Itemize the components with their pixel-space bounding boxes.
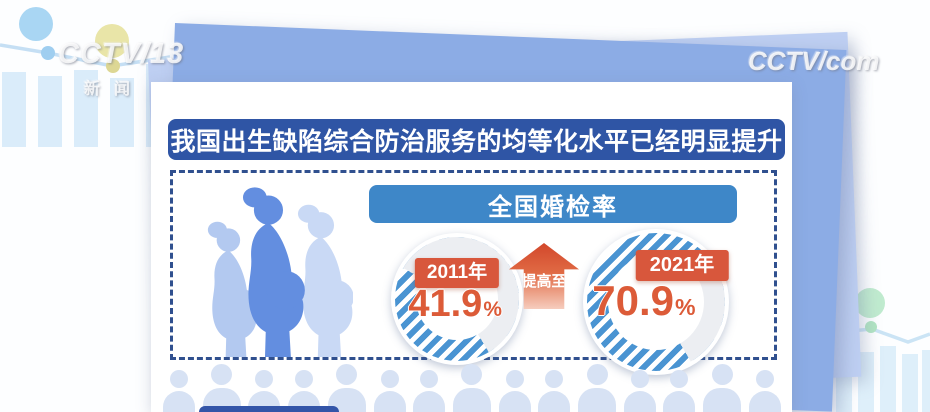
- section-banner: 全国婚检率: [369, 185, 737, 223]
- content-dashed-box: 全国婚检率 2011年 41.9% 提高至 2021年 70.9%: [170, 170, 777, 375]
- person-icon: [373, 370, 406, 412]
- person-icon: [413, 370, 446, 412]
- cctv13-logo-text: CCTV/13: [58, 38, 185, 70]
- person-icon: [327, 364, 366, 412]
- cctv13-logo-watermark: CCTV/13 新闻: [58, 38, 184, 99]
- stat-value: 41.9%: [408, 283, 502, 325]
- person-icon: [703, 364, 742, 412]
- next-section-bar-top-edge: [199, 406, 339, 412]
- person-icon: [538, 370, 571, 412]
- person-icon: [163, 370, 195, 412]
- stat-value: 70.9%: [592, 277, 696, 324]
- person-icon: [748, 370, 781, 412]
- poster-title: 我国出生缺陷综合防治服务的均等化水平已经明显提升: [168, 119, 785, 160]
- person-icon: [578, 364, 617, 412]
- cctv-com-watermark: CCTV/com: [748, 46, 880, 76]
- person-icon: [202, 364, 241, 412]
- cctv13-logo-subtext: 新闻: [84, 81, 145, 98]
- person-icon: [623, 370, 656, 412]
- infographic-card: 我国出生缺陷综合防治服务的均等化水平已经明显提升: [151, 82, 792, 412]
- pregnant-woman-silhouette-center: [242, 187, 305, 357]
- person-icon: [452, 364, 491, 412]
- donut-gauge-2011: 2011年 41.9%: [391, 233, 523, 365]
- person-icon: [663, 370, 696, 412]
- donut-gauge-2021: 2021年 70.9%: [583, 229, 729, 375]
- stat-year-label: 2021年: [635, 250, 729, 281]
- increase-arrow-label: 提高至: [521, 273, 567, 290]
- crowd-illustration: [163, 364, 781, 412]
- pregnant-women-illustration: [195, 179, 367, 357]
- person-icon: [498, 370, 531, 412]
- pregnant-woman-silhouette-right: [297, 204, 353, 357]
- stat-year-label: 2011年: [414, 258, 500, 288]
